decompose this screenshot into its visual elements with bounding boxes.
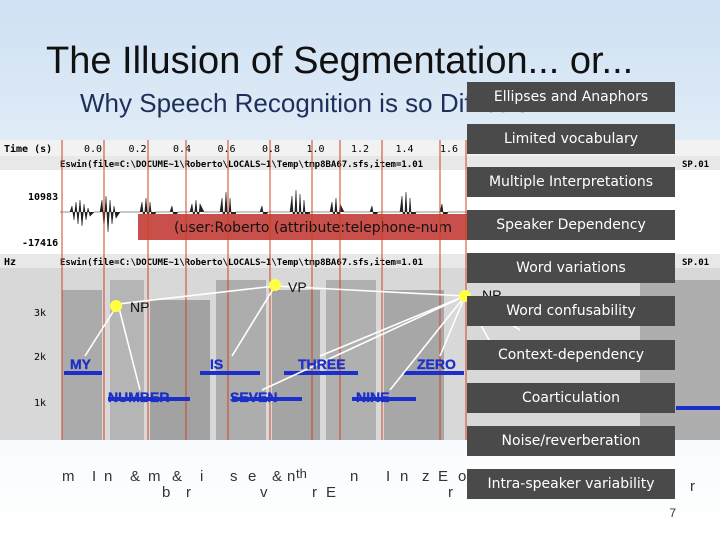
phone-label: & (130, 468, 141, 485)
phone-label: r (690, 478, 695, 495)
vp-node (269, 279, 281, 291)
phone-label: r (312, 484, 317, 501)
callout-noise-reverberation: Noise/reverberation (467, 426, 675, 456)
phone-label: b (162, 484, 171, 501)
np1-node (110, 300, 122, 312)
word-number: NUMBER (108, 389, 169, 405)
word-three: THREE (298, 356, 345, 372)
time-tick-label: 0.2 (129, 144, 147, 155)
parse-tree-edges (84, 285, 521, 391)
callout-word-confusability: Word confusability (467, 296, 675, 326)
callout-multiple-interpretations: Multiple Interpretations (467, 167, 675, 197)
time-tick-label: 1.6 (440, 144, 458, 155)
freq-tick-2k: 2k (34, 352, 46, 363)
phone-label: E (326, 484, 337, 501)
time-tick-label: 1.2 (351, 144, 369, 155)
phone-label: n (104, 468, 113, 485)
callout-ellipses-anaphors: Ellipses and Anaphors (467, 82, 675, 112)
amplitude-max: 10983 (28, 192, 58, 203)
file-label-1: Eswin(file=C:\DOCUME~1\Roberto\LOCALS~1\… (60, 159, 423, 170)
amplitude-min: -17416 (22, 238, 58, 249)
phone-label: i (200, 468, 204, 485)
phone-label: n (287, 468, 296, 485)
waveform-trace (60, 189, 470, 237)
word-is: IS (210, 356, 223, 372)
phone-label: th (296, 466, 307, 481)
time-axis-label: Time (s) (4, 143, 52, 155)
word-labels: MY IS THREE ZERO NUMBER SEVEN NINE (70, 356, 456, 405)
phone-label: o (458, 468, 467, 485)
callout-coarticulation: Coarticulation (467, 383, 675, 413)
phone-label: s (230, 468, 238, 485)
word-zero: ZERO (417, 356, 456, 372)
segment-boundaries (61, 140, 467, 440)
phone-label: e (248, 468, 257, 485)
phone-label: m (62, 468, 75, 485)
page-number: 7 (669, 506, 676, 520)
slide-title: The Illusion of Segmentation... or... (46, 40, 634, 82)
file-header-1 (0, 156, 720, 170)
freq-tick-1k: 1k (34, 398, 46, 409)
time-tick-label: 1.0 (307, 144, 325, 155)
time-tick-label: 0.0 (84, 144, 102, 155)
callout-word-variations: Word variations (467, 253, 675, 283)
word-nine: NINE (356, 389, 389, 405)
phone-label: z (422, 468, 430, 485)
spectrogram-texture (62, 280, 720, 440)
phone-label: m (148, 468, 161, 485)
phone-label: & (172, 468, 183, 485)
word-my: MY (70, 356, 92, 372)
word-seven: SEVEN (230, 389, 277, 405)
user-attribute-banner (138, 214, 470, 240)
phone-label: r (448, 484, 453, 501)
time-tick-label: 0.6 (218, 144, 236, 155)
phone-label: E (438, 468, 449, 485)
freq-tick-3k: 3k (34, 308, 46, 319)
callout-limited-vocabulary: Limited vocabulary (467, 124, 675, 154)
sp-label-1: SP.01 (682, 160, 709, 170)
callout-context-dependency: Context-dependency (467, 340, 675, 370)
phone-label: I (92, 468, 97, 485)
phone-label: n (400, 468, 409, 485)
np1-label: NP (130, 299, 149, 315)
time-tick-label: 1.4 (396, 144, 414, 155)
phone-label: I (386, 468, 391, 485)
slide-subtitle: Why Speech Recognition is so Difficult (80, 88, 525, 118)
time-ticks: 0.0 0.2 0.4 0.6 0.8 1.0 1.2 1.4 1.6 (84, 144, 458, 155)
time-tick-label: 0.8 (262, 144, 280, 155)
phone-label: & (272, 468, 283, 485)
file-label-2: Eswin(file=C:\DOCUME~1\Roberto\LOCALS~1\… (60, 257, 423, 268)
hz-label: Hz (4, 257, 16, 268)
word-bars (64, 371, 720, 410)
sp-label-2: SP.01 (682, 258, 709, 268)
callout-speaker-dependency: Speaker Dependency (467, 210, 675, 240)
phone-label: v (260, 484, 268, 501)
time-tick-label: 0.4 (173, 144, 191, 155)
callout-intra-speaker-variability: Intra-speaker variability (467, 469, 675, 499)
phone-label: n (350, 468, 359, 485)
vp-label: VP (288, 279, 307, 295)
phone-label: r (186, 484, 191, 501)
